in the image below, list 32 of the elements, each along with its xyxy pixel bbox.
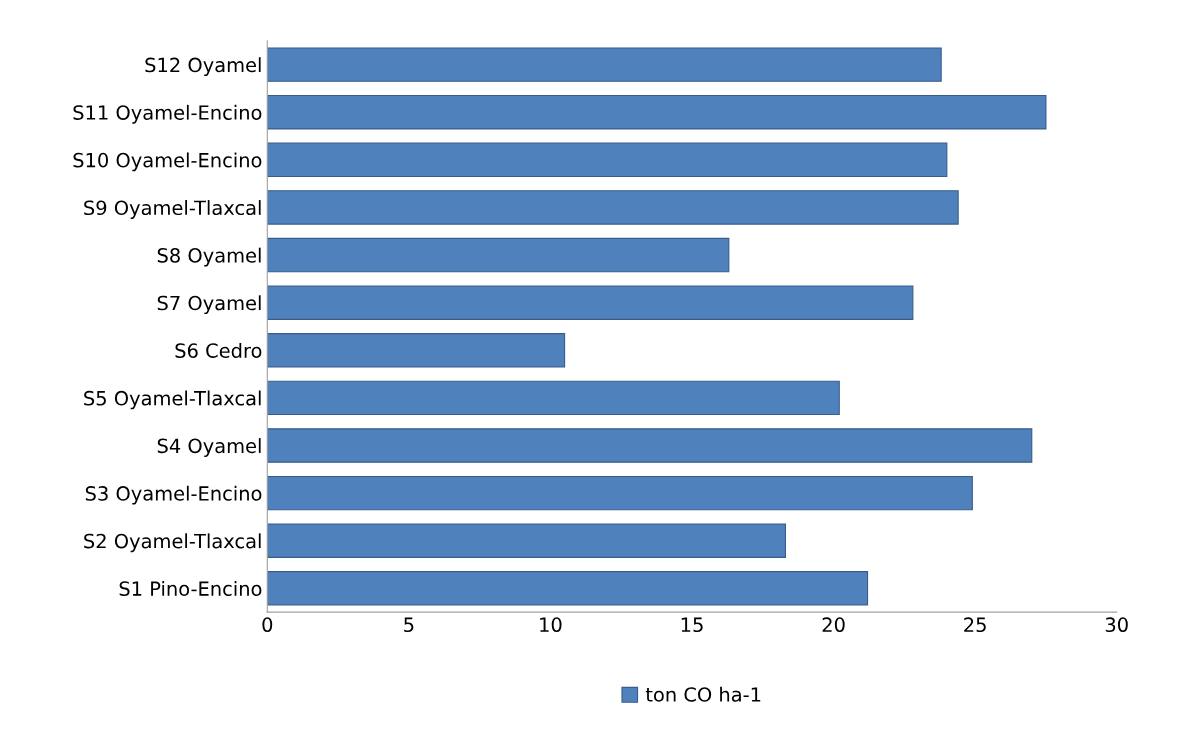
x-tick-label: 0 [262, 617, 273, 633]
bar [267, 333, 566, 368]
y-tick-label: S1 Pino-Encino [119, 580, 262, 597]
y-tick-label: S8 Oyamel [157, 247, 261, 267]
x-tick-label: 20 [822, 617, 845, 633]
y-tick-label: S10 Oyamel-Encino [73, 152, 262, 172]
y-tick-label: S6 Cedro [175, 342, 262, 358]
bar [267, 142, 948, 178]
bar [267, 47, 942, 82]
bar [267, 523, 787, 558]
y-tick-label: S5 Oyamel-Tlaxcal [84, 390, 261, 410]
x-tick-label: 15 [681, 617, 703, 633]
y-tick-label: S3 Oyamel-Encino [85, 485, 262, 505]
x-tick-label: 25 [964, 617, 986, 633]
x-tick-label: 30 [1105, 617, 1128, 633]
bar [267, 285, 914, 320]
x-tick-label: 10 [540, 617, 562, 633]
bar [267, 95, 1047, 130]
bar [267, 380, 840, 416]
bar [267, 190, 959, 225]
y-tick-label: S2 Oyamel-Tlaxcal [84, 533, 261, 553]
y-tick-label: S9 Oyamel-Tlaxcal [84, 200, 261, 219]
legend-label: ton CO ha-1 [645, 686, 761, 702]
y-tick-label: S12 Oyamel [145, 57, 261, 77]
y-tick-label: S4 Oyamel [157, 438, 261, 457]
x-tick-label: 5 [404, 617, 414, 633]
y-tick-label: S7 Oyamel [157, 295, 261, 315]
bar [267, 428, 1033, 463]
y-tick-label: S11 Oyamel-Encino [73, 104, 262, 124]
bar [267, 571, 869, 606]
bar [267, 237, 730, 273]
bar [267, 475, 973, 511]
